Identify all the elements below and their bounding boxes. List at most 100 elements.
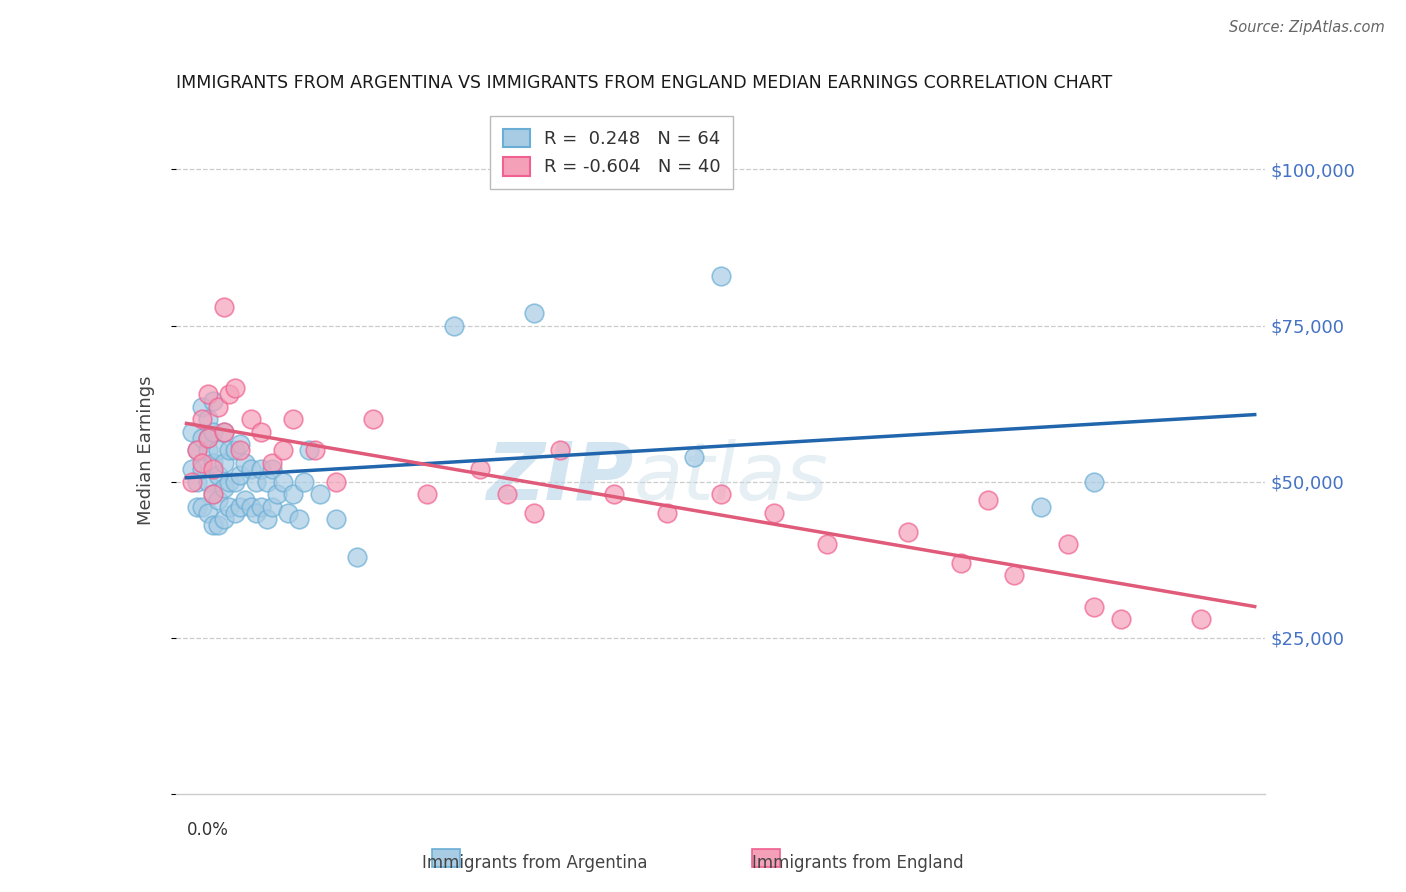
Text: ZIP: ZIP (486, 439, 633, 517)
Point (191, 400, 214, 414)
Point (239, 412, 262, 426)
Point (304, 443, 326, 458)
Point (443, 318, 465, 333)
Point (212, 425, 235, 439)
Legend: R =  0.248   N = 64, R = -0.604   N = 40: R = 0.248 N = 64, R = -0.604 N = 40 (489, 116, 734, 189)
Point (416, 487, 439, 501)
Point (250, 500, 273, 514)
Point (292, 475, 315, 489)
Point (1002, 568, 1025, 582)
Point (496, 487, 519, 501)
Point (250, 462, 273, 476)
Point (202, 518, 225, 533)
Point (212, 481, 235, 495)
Point (180, 475, 202, 489)
Point (325, 475, 347, 489)
Point (239, 462, 262, 476)
Point (233, 493, 256, 508)
Point (212, 456, 235, 470)
Point (256, 512, 278, 526)
Point (207, 518, 229, 533)
Text: atlas: atlas (633, 439, 828, 517)
Point (180, 425, 202, 439)
Point (229, 437, 252, 451)
Point (202, 456, 225, 470)
Point (523, 306, 546, 320)
Point (197, 475, 219, 489)
Point (1189, 612, 1212, 626)
Point (191, 412, 214, 426)
Point (186, 443, 208, 458)
Point (197, 412, 219, 426)
Point (180, 462, 202, 476)
Y-axis label: Median Earnings: Median Earnings (136, 376, 155, 525)
Point (1083, 599, 1105, 614)
Point (271, 475, 294, 489)
Point (229, 443, 252, 458)
Point (239, 500, 262, 514)
Point (186, 500, 208, 514)
Text: Source: ZipAtlas.com: Source: ZipAtlas.com (1229, 20, 1385, 35)
Point (245, 506, 267, 520)
Point (191, 456, 214, 470)
Text: Immigrants from England: Immigrants from England (752, 855, 963, 872)
Point (191, 431, 214, 445)
Point (815, 537, 838, 551)
Point (197, 443, 219, 458)
Point (197, 387, 219, 401)
Point (212, 512, 235, 526)
Point (710, 268, 733, 283)
Text: IMMIGRANTS FROM ARGENTINA VS IMMIGRANTS FROM ENGLAND MEDIAN EARNINGS CORRELATION: IMMIGRANTS FROM ARGENTINA VS IMMIGRANTS … (176, 74, 1112, 92)
Point (224, 506, 246, 520)
Point (218, 443, 240, 458)
Point (218, 475, 240, 489)
Point (245, 475, 267, 489)
Point (260, 500, 283, 514)
Point (212, 300, 235, 314)
Point (197, 431, 219, 445)
Point (207, 443, 229, 458)
Point (191, 500, 214, 514)
Point (218, 500, 240, 514)
Point (229, 468, 252, 483)
Point (298, 443, 321, 458)
Point (287, 512, 309, 526)
Point (346, 549, 368, 564)
Point (309, 487, 332, 501)
Point (523, 506, 546, 520)
Point (762, 506, 785, 520)
Point (710, 487, 733, 501)
Point (224, 381, 246, 395)
Point (277, 506, 299, 520)
Point (1109, 612, 1132, 626)
Point (218, 387, 240, 401)
Point (207, 400, 229, 414)
Point (260, 462, 283, 476)
Point (283, 412, 305, 426)
Point (207, 493, 229, 508)
Point (202, 425, 225, 439)
Bar (752, 849, 780, 867)
Point (949, 556, 972, 570)
Point (1056, 537, 1078, 551)
Point (256, 475, 278, 489)
Text: 0.0%: 0.0% (187, 822, 228, 839)
Point (202, 462, 225, 476)
Point (186, 443, 208, 458)
Point (186, 475, 208, 489)
Bar (432, 849, 460, 867)
Point (1029, 500, 1052, 514)
Point (325, 512, 347, 526)
Point (976, 493, 998, 508)
Point (266, 487, 288, 501)
Point (191, 462, 214, 476)
Point (550, 443, 572, 458)
Text: Immigrants from Argentina: Immigrants from Argentina (422, 855, 647, 872)
Point (202, 487, 225, 501)
Point (212, 425, 235, 439)
Point (224, 443, 246, 458)
Point (202, 393, 225, 408)
Point (197, 431, 219, 445)
Point (250, 425, 273, 439)
Point (202, 487, 225, 501)
